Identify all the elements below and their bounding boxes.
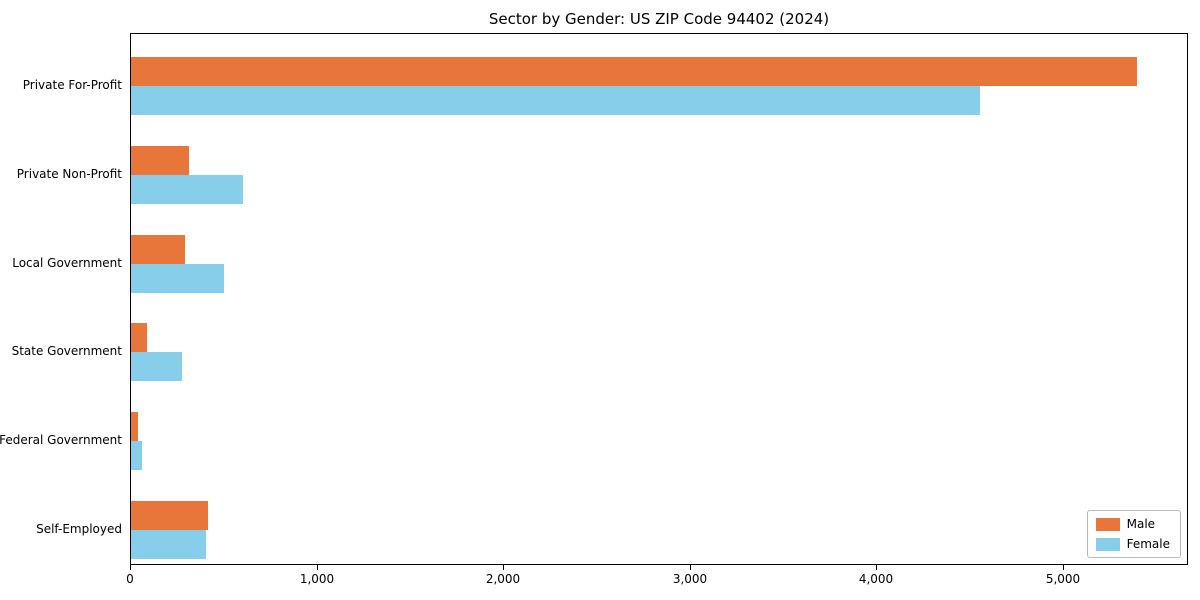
x-tick-mark-1000 bbox=[317, 565, 318, 570]
legend-label-female: Female bbox=[1126, 537, 1170, 551]
y-tick-label-local-government: Local Government bbox=[12, 256, 122, 270]
bar-male-state-government bbox=[131, 323, 147, 352]
legend: Male Female bbox=[1086, 510, 1181, 558]
legend-entry-male: Male bbox=[1095, 517, 1170, 531]
legend-swatch-female bbox=[1095, 537, 1120, 551]
bar-male-private-non-profit bbox=[131, 146, 189, 175]
x-tick-label-0: 0 bbox=[126, 572, 134, 586]
x-tick-label-4000: 4,000 bbox=[858, 572, 894, 586]
x-tick-mark-2000 bbox=[503, 565, 504, 570]
y-tick-label-private-non-profit: Private Non-Profit bbox=[16, 167, 122, 181]
x-tick-label-3000: 3,000 bbox=[672, 572, 708, 586]
legend-label-male: Male bbox=[1126, 517, 1156, 531]
x-tick-mark-0 bbox=[130, 565, 131, 570]
y-tick-label-state-government: State Government bbox=[11, 344, 122, 358]
bar-female-private-for-profit bbox=[131, 86, 980, 115]
bar-female-local-government bbox=[131, 264, 224, 293]
bar-female-self-employed bbox=[131, 530, 206, 559]
x-tick-mark-4000 bbox=[876, 565, 877, 570]
x-tick-label-2000: 2,000 bbox=[485, 572, 521, 586]
bar-female-federal-government bbox=[131, 441, 142, 470]
bar-male-private-for-profit bbox=[131, 57, 1137, 86]
x-tick-label-1000: 1,000 bbox=[299, 572, 335, 586]
legend-entry-female: Female bbox=[1095, 537, 1170, 551]
y-tick-label-federal-government: Federal Government bbox=[0, 433, 122, 447]
bar-female-state-government bbox=[131, 352, 182, 381]
y-tick-label-private-for-profit: Private For-Profit bbox=[22, 78, 122, 92]
chart-title: Sector by Gender: US ZIP Code 94402 (202… bbox=[488, 10, 830, 28]
legend-swatch-male bbox=[1095, 517, 1120, 531]
x-tick-mark-5000 bbox=[1063, 565, 1064, 570]
bar-female-private-non-profit bbox=[131, 175, 243, 204]
x-tick-mark-3000 bbox=[690, 565, 691, 570]
y-tick-label-self-employed: Self-Employed bbox=[36, 522, 122, 536]
bar-male-local-government bbox=[131, 235, 185, 264]
x-tick-label-5000: 5,000 bbox=[1045, 572, 1081, 586]
bar-male-federal-government bbox=[131, 412, 138, 441]
plot-area bbox=[130, 33, 1188, 565]
bar-male-self-employed bbox=[131, 501, 208, 530]
